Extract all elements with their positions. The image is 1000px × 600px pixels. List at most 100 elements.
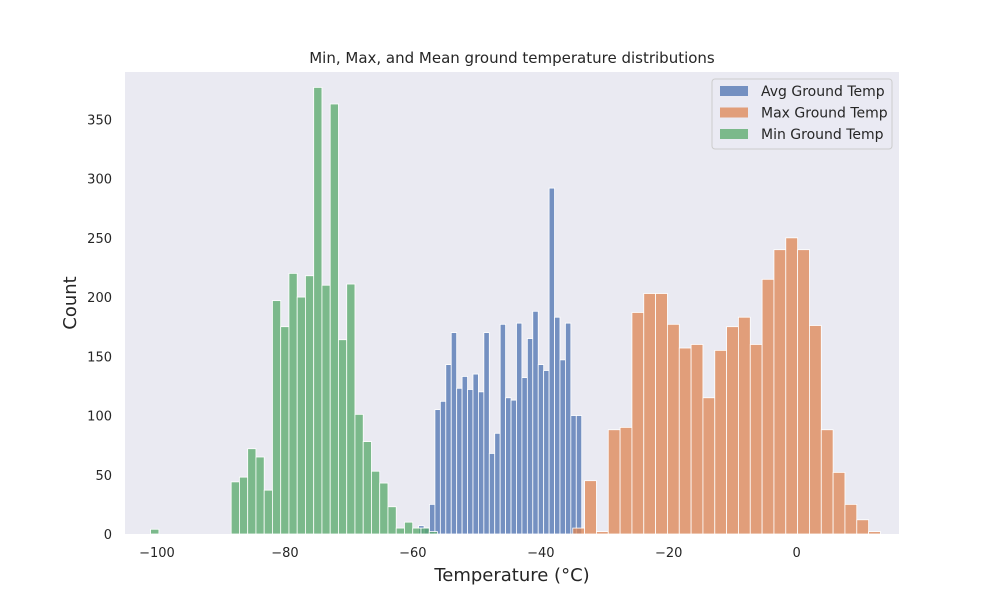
histogram-bar xyxy=(395,527,405,535)
histogram-bar xyxy=(354,413,364,535)
histogram-bar xyxy=(537,364,545,535)
x-axis-title: Temperature (°C) xyxy=(433,565,589,586)
histogram-bar xyxy=(773,249,787,535)
histogram-bar xyxy=(678,347,692,535)
x-tick-label: −100 xyxy=(139,546,175,561)
legend-label: Max Ground Temp xyxy=(761,106,888,122)
histogram-bar xyxy=(785,237,799,535)
histogram-bar xyxy=(461,376,468,535)
histogram-bar xyxy=(809,325,822,535)
histogram-bar xyxy=(420,527,430,535)
histogram-bar xyxy=(305,275,315,535)
histogram-bar xyxy=(371,470,381,535)
legend-swatch xyxy=(720,129,748,139)
histogram-bar xyxy=(856,519,870,535)
histogram-bar xyxy=(456,387,463,535)
chart-title: Min, Max, and Mean ground temperature di… xyxy=(309,49,715,67)
histogram-bar xyxy=(554,316,561,535)
histogram-bar xyxy=(362,441,372,535)
histogram-bar xyxy=(868,531,881,535)
histogram-bar xyxy=(726,326,739,535)
x-axis-ticks: −100 −80 −60 −40 −20 0 xyxy=(139,546,801,561)
histogram-bar xyxy=(230,481,240,535)
histogram-bar xyxy=(510,399,517,535)
y-tick-label: 50 xyxy=(95,469,112,484)
histogram-bar xyxy=(505,397,512,535)
y-tick-label: 200 xyxy=(87,291,112,306)
histogram-bar xyxy=(526,338,534,535)
histogram-bar xyxy=(565,322,572,535)
histogram-bar xyxy=(467,389,474,535)
histogram-bar xyxy=(584,480,597,535)
x-tick-label: 0 xyxy=(793,546,801,561)
histogram-bar xyxy=(150,528,160,535)
legend-box xyxy=(711,78,893,150)
y-tick-label: 300 xyxy=(87,173,112,188)
histogram-bar xyxy=(483,332,490,535)
histogram-bar xyxy=(494,432,501,535)
histogram-bar xyxy=(543,370,550,535)
histogram-bar xyxy=(387,506,397,535)
histogram-bar xyxy=(321,284,331,535)
x-tick-label: −20 xyxy=(655,546,682,561)
histogram-bar xyxy=(280,326,290,535)
histogram-bar xyxy=(832,471,846,535)
histogram-bar xyxy=(263,489,273,535)
histogram-bar xyxy=(714,349,728,535)
histogram-bar xyxy=(439,400,447,535)
histogram-bar xyxy=(338,339,348,535)
y-tick-label: 100 xyxy=(87,410,112,425)
histogram-bar xyxy=(404,521,414,535)
legend-swatch xyxy=(720,107,748,118)
bars-layer xyxy=(150,87,881,535)
histogram-bar xyxy=(844,503,858,535)
histogram-bar xyxy=(559,359,566,535)
histogram-bar xyxy=(820,429,834,535)
histogram-bar xyxy=(761,278,775,535)
y-axis-ticks: 0 50 100 150 200 250 300 350 xyxy=(87,113,112,543)
histogram-bar xyxy=(607,429,621,535)
histogram-bar xyxy=(429,503,436,535)
histogram-bar xyxy=(450,332,458,535)
series-min-ground-temp xyxy=(150,87,438,535)
y-tick-label: 150 xyxy=(87,350,112,365)
histogram-bar xyxy=(572,527,586,535)
histogram-bar xyxy=(247,448,257,535)
y-axis-title: Count xyxy=(60,276,81,329)
histogram-bar xyxy=(428,531,438,535)
histogram-bar xyxy=(690,344,704,535)
histogram-bar xyxy=(575,415,583,535)
x-tick-label: −60 xyxy=(399,546,426,561)
histogram-bar xyxy=(655,293,668,535)
histogram-bar xyxy=(797,249,810,535)
histogram-bar xyxy=(570,415,577,535)
histogram-bar xyxy=(288,272,298,535)
series-max-ground-temp xyxy=(572,237,881,535)
histogram-bar xyxy=(329,103,339,535)
histogram-bar xyxy=(596,531,609,535)
legend: Avg Ground Temp Max Ground Temp Min Ground… xyxy=(711,78,893,150)
histogram-bar xyxy=(738,316,751,535)
histogram-bar xyxy=(488,453,496,535)
legend-swatch xyxy=(720,86,748,96)
histogram-bar xyxy=(516,322,523,535)
histogram-bar xyxy=(499,323,507,535)
histogram-bar xyxy=(255,456,265,535)
histogram-bar xyxy=(239,476,249,535)
series-avg-ground-temp xyxy=(418,187,583,535)
histogram-bar xyxy=(296,296,306,535)
histogram-bar xyxy=(643,293,657,535)
histogram-bar xyxy=(472,373,479,535)
histogram-bar xyxy=(346,283,356,535)
histogram-bar xyxy=(532,310,539,535)
histogram-bar xyxy=(412,527,422,535)
histogram-bar xyxy=(434,409,441,535)
histogram-bar xyxy=(521,377,528,535)
histogram-bar xyxy=(548,187,555,535)
y-tick-label: 0 xyxy=(104,528,112,543)
histogram-bar xyxy=(631,312,645,535)
y-tick-label: 250 xyxy=(87,232,112,247)
x-tick-label: −80 xyxy=(271,546,298,561)
y-tick-label: 350 xyxy=(87,113,112,128)
histogram-bar xyxy=(749,344,763,535)
